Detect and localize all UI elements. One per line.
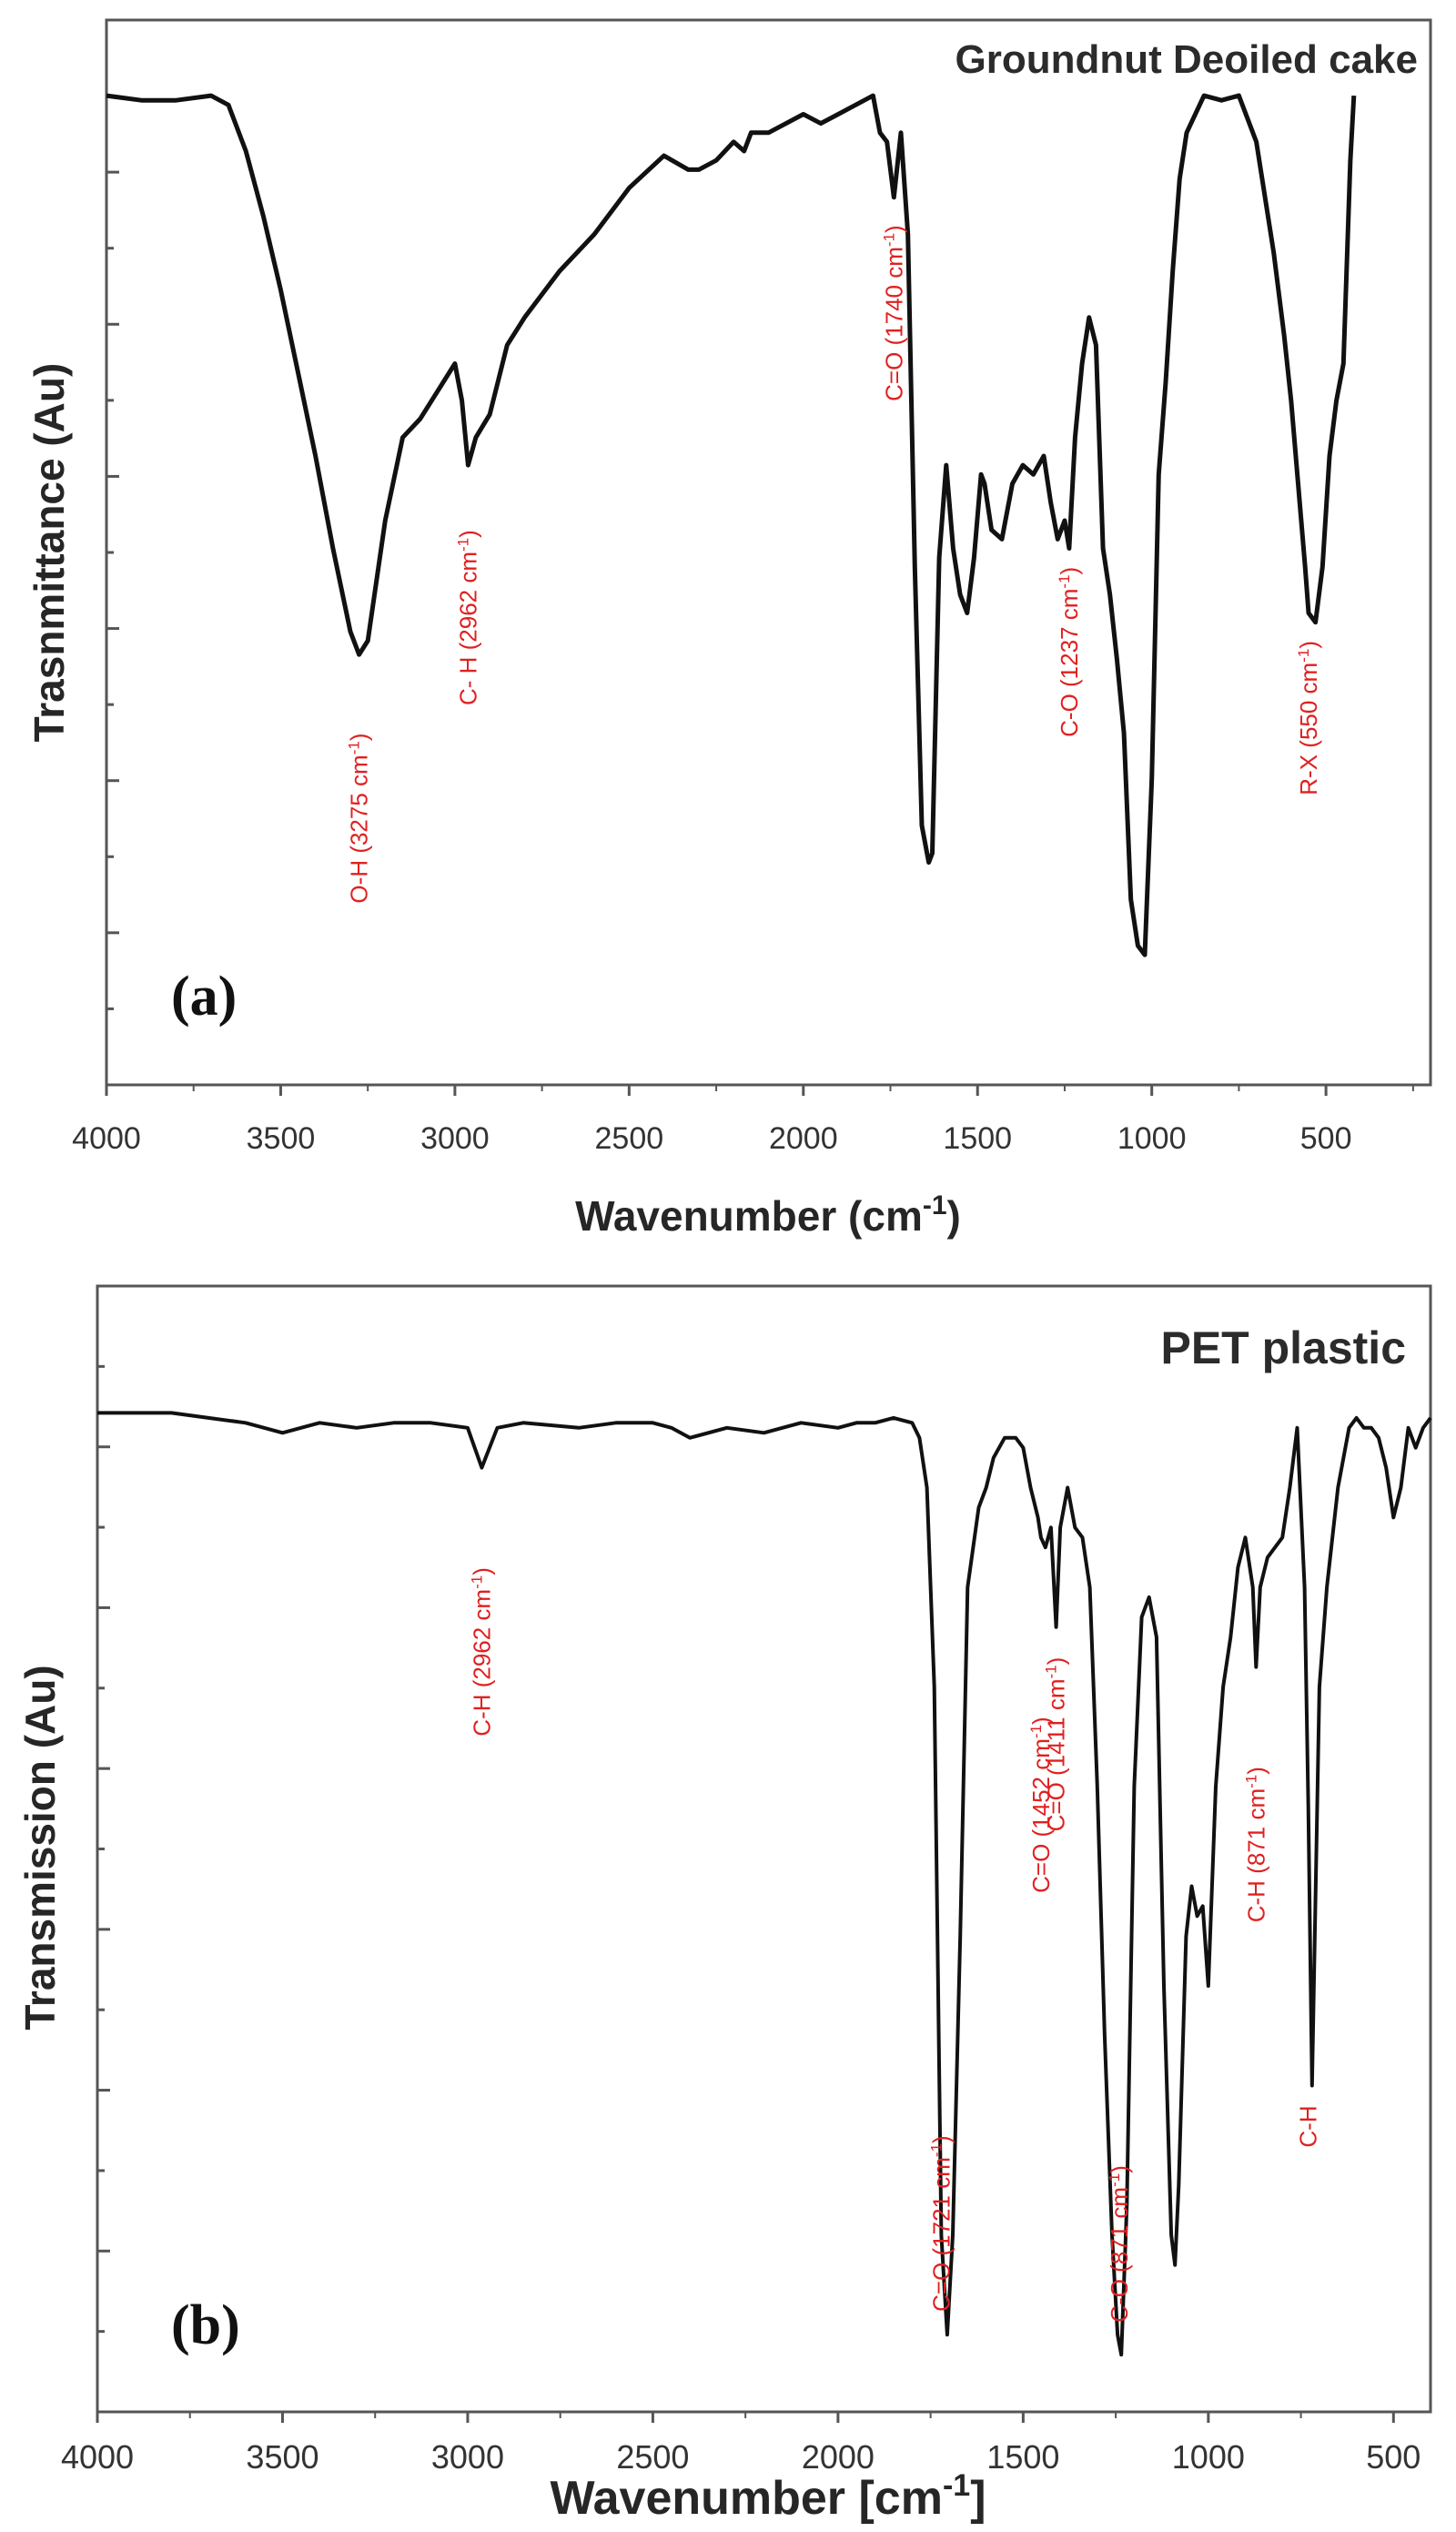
peak-annotation: C=O (1721 cm-1) (927, 2135, 955, 2312)
panel-a-title: Groundnut Deoiled cake (955, 37, 1418, 82)
x-tick-label: 2000 (769, 1121, 838, 1156)
peak-annotation: O-H (3275 cm-1) (346, 734, 373, 904)
panel-b-label: (b) (171, 2294, 240, 2356)
panel-b-y-ticks (97, 1284, 110, 2414)
peak-annotation: C-O (1237 cm-1) (1056, 567, 1083, 737)
panel-b-x-axis-title: Wavenumber [cm-1] (550, 2468, 986, 2525)
x-tick-label: 500 (1300, 1121, 1352, 1156)
x-tick-label: 2500 (616, 2438, 689, 2476)
panel-a-y-ticks (106, 18, 119, 1087)
peak-annotation: C-H (2962 cm-1) (468, 1567, 495, 1737)
peak-annotation: C- H (2962 cm-1) (454, 530, 481, 705)
peak-annotation: C-H (1295, 2105, 1322, 2147)
x-tick-label: 3000 (431, 2438, 504, 2476)
x-tick-label: 2500 (595, 1121, 664, 1156)
panel-a-x-tick-labels: 4000 3500 3000 2500 2000 1500 1000 500 (72, 1121, 1351, 1156)
x-tick-label: 500 (1366, 2438, 1421, 2476)
panel-a-frame (105, 18, 1432, 1087)
panel-b-title: PET plastic (1160, 1322, 1406, 1373)
panel-a-chart: 4000 3500 3000 2500 2000 1500 1000 500 Groundnu… (25, 18, 1432, 1240)
panel-a-x-axis-title: Wavenumber (cm-1) (575, 1190, 961, 1240)
x-tick-label: 1000 (1117, 1121, 1187, 1156)
peak-annotation: C=O (1411 cm-1) (1043, 1657, 1070, 1832)
x-tick-label: 1500 (943, 1121, 1012, 1156)
panel-b-chart: 4000 3500 3000 2500 2000 1500 1000 500 PET plas… (16, 1284, 1432, 2525)
x-tick-label: 3500 (247, 1121, 316, 1156)
panel-b-x-ticks (96, 2412, 1395, 2423)
peak-annotation: C=O (1740 cm-1) (880, 225, 907, 401)
panel-a-x-ticks (105, 1085, 1414, 1096)
panel-a-annotations: O-H (3275 cm-1) C- H (2962 cm-1) C=O (1740… (346, 225, 1322, 903)
peak-annotation: C-O (871 cm-1) (1106, 2165, 1133, 2323)
panel-a-label: (a) (171, 966, 237, 1028)
x-tick-label: 3000 (420, 1121, 490, 1156)
panel-b-y-axis-title: Transmission (Au) (16, 1665, 64, 2030)
x-tick-label: 4000 (61, 2438, 134, 2476)
peak-annotation: C=O (1452 cm-1) (1027, 1717, 1055, 1893)
peak-annotation: C-H (871 cm-1) (1242, 1767, 1269, 1922)
panel-a-spectrum-line (106, 93, 1357, 957)
panel-b-spectrum-line (97, 1411, 1432, 2357)
x-tick-label: 1000 (1172, 2438, 1245, 2476)
peak-annotation: R-X (550 cm-1) (1295, 641, 1322, 795)
panel-b-x-tick-labels: 4000 3500 3000 2500 2000 1500 1000 500 (61, 2438, 1421, 2476)
x-tick-label: 1500 (986, 2438, 1059, 2476)
panel-a-y-axis-title: Trasnmittance (Au) (25, 363, 73, 743)
panel-b-frame (96, 1284, 1432, 2414)
x-tick-label: 3500 (246, 2438, 318, 2476)
x-tick-label: 4000 (72, 1121, 141, 1156)
x-tick-label: 2000 (802, 2438, 875, 2476)
panel-b-annotations: C-H (2962 cm-1) C=O (1721 cm-1) C=O (1411 … (468, 1567, 1321, 2323)
